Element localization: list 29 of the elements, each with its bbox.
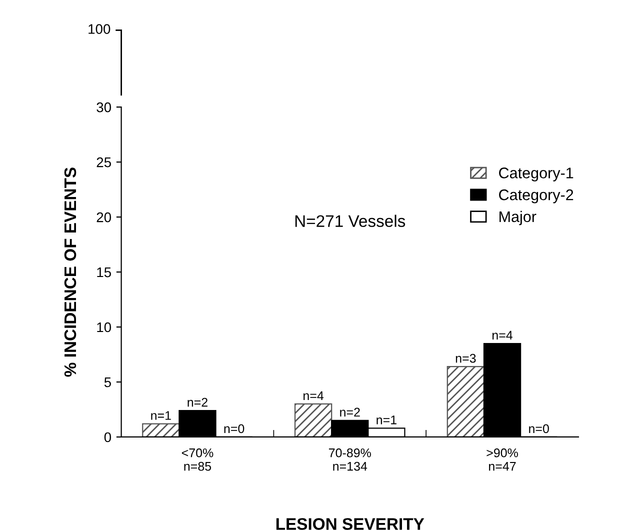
y-tick-label: 10: [97, 322, 112, 332]
bar: [446, 366, 485, 437]
y-axis-title: % INCIDENCE OF EVENTS: [64, 168, 76, 377]
legend-label: Category-1: [499, 168, 574, 182]
annotation: n=4: [492, 330, 512, 340]
bar: [294, 403, 332, 437]
y-tick-label: 0: [104, 432, 112, 442]
annotation: N=271 Vessels: [295, 214, 406, 228]
y-tick-label: 25: [96, 157, 111, 168]
x-tick-label: <70% n=85: [182, 448, 214, 471]
y-tick-label: 15: [97, 268, 111, 278]
y-tick-label: 5: [104, 377, 111, 388]
annotation: n=0: [224, 424, 244, 434]
annotation: n=4: [304, 391, 324, 400]
x-tick-label: 70-89% n=134: [328, 448, 371, 471]
text: 100: [88, 24, 110, 34]
annotation: n=2: [340, 408, 360, 417]
x-axis-title: LESION SEVERITY: [276, 518, 424, 530]
annotation: n=1: [376, 416, 396, 424]
annotation: n=3: [456, 354, 476, 363]
bar: [142, 423, 180, 437]
annotation: n=2: [188, 398, 208, 407]
x-tick-label: >90% n=47: [486, 448, 518, 471]
y-tick-label: 20: [96, 212, 112, 222]
legend-label: Major: [500, 210, 536, 226]
legend-label: Category-2: [499, 189, 574, 204]
y-tick-label: 30: [96, 102, 112, 112]
annotation: n=0: [529, 424, 549, 434]
annotation: n=1: [151, 411, 171, 420]
